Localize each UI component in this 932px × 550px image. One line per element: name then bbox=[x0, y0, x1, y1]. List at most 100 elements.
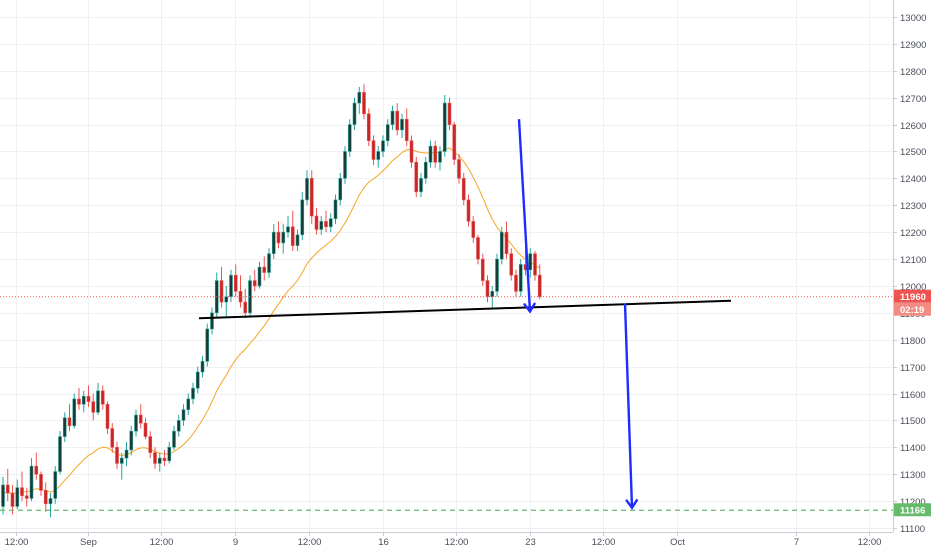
candle-body bbox=[314, 215, 319, 230]
candle bbox=[447, 97, 452, 130]
candle bbox=[77, 388, 81, 410]
candle bbox=[404, 108, 409, 147]
candle-body bbox=[115, 447, 119, 464]
candle bbox=[319, 216, 324, 235]
price-tick-label: 11800 bbox=[900, 336, 926, 347]
projection-arrow bbox=[623, 303, 639, 510]
arrow-shaft bbox=[623, 303, 634, 508]
candle bbox=[433, 140, 438, 168]
candle bbox=[290, 210, 295, 251]
candle-body bbox=[20, 487, 24, 497]
candle bbox=[205, 323, 210, 367]
candle-body bbox=[290, 226, 295, 246]
candle-body bbox=[162, 457, 167, 462]
candle bbox=[419, 172, 423, 198]
candle bbox=[229, 269, 233, 303]
candle bbox=[428, 140, 433, 168]
candle-body bbox=[148, 436, 153, 453]
candle bbox=[138, 404, 143, 429]
time-tick-label: 12:00 bbox=[858, 537, 882, 548]
candle-body bbox=[528, 253, 533, 271]
time-tick-label: Sep bbox=[80, 537, 97, 548]
candle bbox=[338, 172, 343, 206]
candle bbox=[167, 441, 172, 464]
candle bbox=[267, 248, 271, 278]
price-axis[interactable]: 11100 11200 11300 11400 11500 11600 11700 11800… bbox=[893, 0, 932, 550]
candle-body bbox=[43, 490, 48, 505]
candle bbox=[105, 401, 110, 434]
candle-body bbox=[105, 403, 110, 429]
candle-body bbox=[186, 398, 191, 410]
candle-body bbox=[257, 266, 262, 287]
candle-body bbox=[48, 498, 53, 505]
candle bbox=[423, 156, 428, 184]
candle-body bbox=[195, 371, 200, 389]
candle-body bbox=[157, 457, 162, 464]
candle bbox=[537, 264, 542, 300]
price-tick-label: 12600 bbox=[900, 121, 926, 132]
time-tick-label: 9 bbox=[233, 537, 238, 548]
candle-body bbox=[442, 102, 447, 152]
candle-body bbox=[499, 231, 504, 260]
candle-body bbox=[200, 360, 205, 373]
candle bbox=[15, 479, 20, 510]
candle-body bbox=[176, 420, 181, 432]
candle-body bbox=[504, 231, 509, 254]
candle-body bbox=[191, 387, 195, 400]
candle-body bbox=[167, 447, 172, 462]
time-tick-label: Oct bbox=[670, 537, 685, 548]
price-tick-label: 11300 bbox=[900, 470, 926, 481]
price-tick-label: 12900 bbox=[900, 40, 926, 51]
candle-body bbox=[533, 253, 537, 276]
candle bbox=[172, 425, 176, 451]
candle bbox=[5, 468, 10, 502]
candle bbox=[224, 285, 229, 319]
candle-body bbox=[295, 234, 300, 246]
candle-body bbox=[1, 484, 5, 507]
candle bbox=[129, 425, 134, 456]
price-tick-label: 12100 bbox=[900, 255, 926, 266]
candle bbox=[286, 216, 290, 238]
price-tick-label: 12200 bbox=[900, 228, 926, 239]
candle-body bbox=[414, 161, 419, 193]
time-axis[interactable]: 12:00 Sep 12:00 9 12:00 16 12:00 23 12:00 Oct 7 12:… bbox=[0, 532, 893, 548]
drawings[interactable] bbox=[198, 119, 732, 510]
candle bbox=[39, 471, 43, 496]
candle bbox=[314, 207, 319, 235]
candle bbox=[96, 382, 100, 416]
candle bbox=[124, 441, 129, 467]
time-tick-label: 12:00 bbox=[150, 537, 174, 548]
candle bbox=[362, 84, 366, 120]
candle-body bbox=[509, 253, 514, 276]
price-tick-label: 11700 bbox=[900, 363, 926, 374]
candle-body bbox=[210, 312, 214, 330]
candle-body bbox=[485, 280, 490, 298]
candle-body bbox=[229, 274, 233, 298]
horizontal-lines bbox=[0, 296, 893, 511]
candle bbox=[509, 248, 514, 281]
candle-body bbox=[29, 465, 34, 499]
candle-body bbox=[366, 113, 371, 142]
current-price-label: 11960 bbox=[900, 292, 926, 303]
candle bbox=[72, 393, 77, 429]
candle bbox=[257, 261, 262, 289]
candle-body bbox=[300, 199, 305, 236]
time-tick-label: 12:00 bbox=[5, 537, 29, 548]
moving-average-line bbox=[2, 147, 541, 495]
candle-body bbox=[452, 124, 457, 160]
candle-body bbox=[347, 124, 352, 152]
candle bbox=[233, 264, 238, 297]
candle-body bbox=[305, 178, 309, 201]
candle-body bbox=[134, 414, 138, 432]
time-tick-label: 16 bbox=[378, 537, 389, 548]
candle-body bbox=[62, 417, 67, 437]
candle-body bbox=[15, 487, 20, 507]
candle-body bbox=[518, 264, 523, 292]
countdown-badge bbox=[894, 302, 931, 316]
candle-body bbox=[395, 110, 400, 131]
time-tick-label: 12:00 bbox=[298, 537, 322, 548]
time-tick-label: 7 bbox=[794, 537, 799, 548]
price-tick-label: 12000 bbox=[900, 282, 926, 293]
candle bbox=[271, 224, 276, 260]
